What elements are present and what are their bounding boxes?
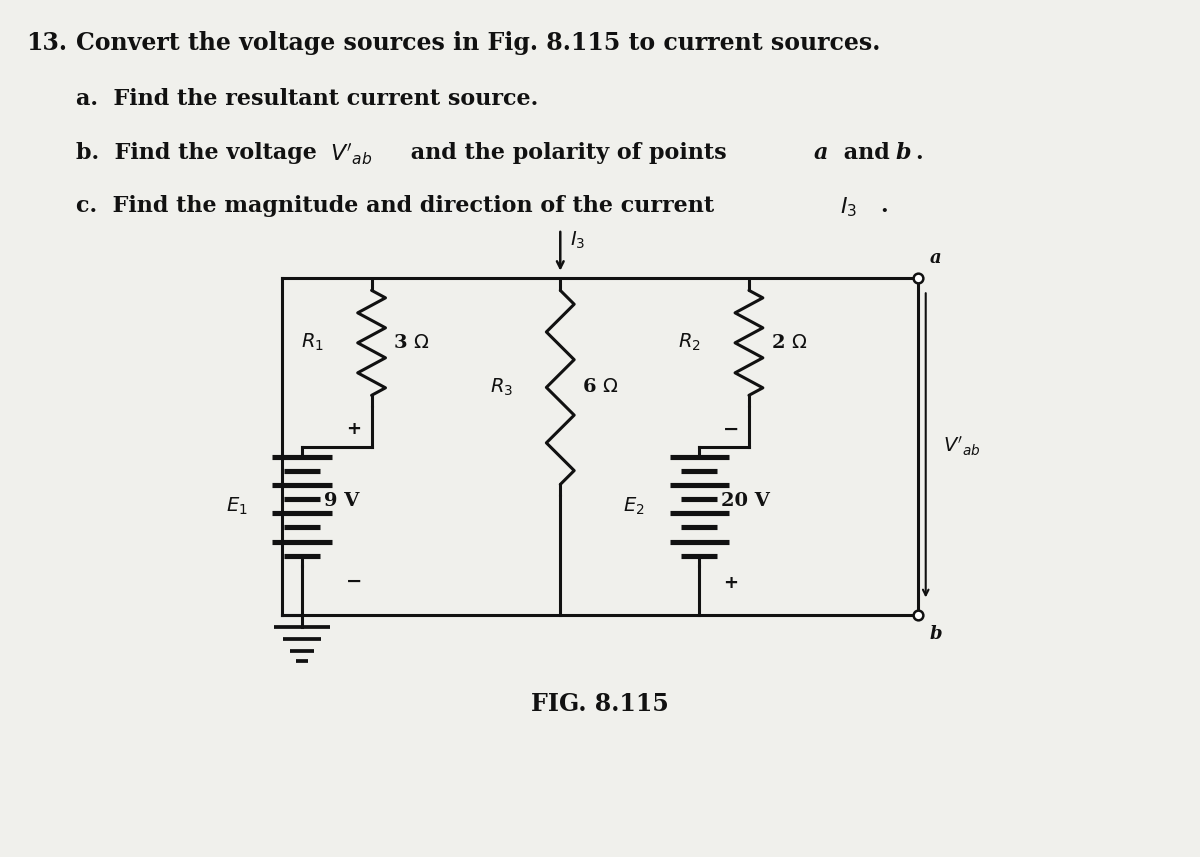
Text: FIG. 8.115: FIG. 8.115 — [532, 692, 668, 716]
Text: −: − — [346, 572, 362, 591]
Text: +: + — [724, 574, 738, 592]
Text: and the polarity of points: and the polarity of points — [403, 141, 734, 164]
Text: $V'_{ab}$: $V'_{ab}$ — [330, 141, 372, 167]
Text: a: a — [930, 249, 941, 267]
Text: b: b — [930, 625, 942, 643]
Text: +: + — [347, 420, 361, 438]
Text: a.  Find the resultant current source.: a. Find the resultant current source. — [76, 88, 538, 111]
Text: 6 $\Omega$: 6 $\Omega$ — [582, 379, 619, 397]
Text: −: − — [722, 419, 739, 439]
Text: 9 V: 9 V — [324, 492, 359, 510]
Text: and: and — [836, 141, 898, 164]
Text: $I_3$: $I_3$ — [570, 231, 586, 251]
Text: b: b — [896, 141, 912, 164]
Text: $R_3$: $R_3$ — [490, 377, 512, 398]
Text: $R_2$: $R_2$ — [678, 333, 701, 353]
Text: $E_1$: $E_1$ — [226, 495, 247, 517]
Text: Convert the voltage sources in Fig. 8.115 to current sources.: Convert the voltage sources in Fig. 8.11… — [76, 31, 880, 55]
Text: b.  Find the voltage: b. Find the voltage — [76, 141, 324, 164]
Text: $V'_{ab}$: $V'_{ab}$ — [943, 435, 980, 458]
Text: a: a — [814, 141, 828, 164]
Text: 2 $\Omega$: 2 $\Omega$ — [770, 334, 808, 352]
Text: $R_1$: $R_1$ — [301, 333, 324, 353]
Text: 13.: 13. — [26, 31, 67, 55]
Text: 20 V: 20 V — [721, 492, 770, 510]
Text: c.  Find the magnitude and direction of the current: c. Find the magnitude and direction of t… — [76, 195, 721, 218]
Text: $E_2$: $E_2$ — [623, 495, 644, 517]
Text: 3 $\Omega$: 3 $\Omega$ — [394, 334, 430, 352]
Text: .: . — [914, 141, 923, 164]
Text: $I_3$: $I_3$ — [840, 195, 857, 219]
Text: .: . — [880, 195, 888, 218]
